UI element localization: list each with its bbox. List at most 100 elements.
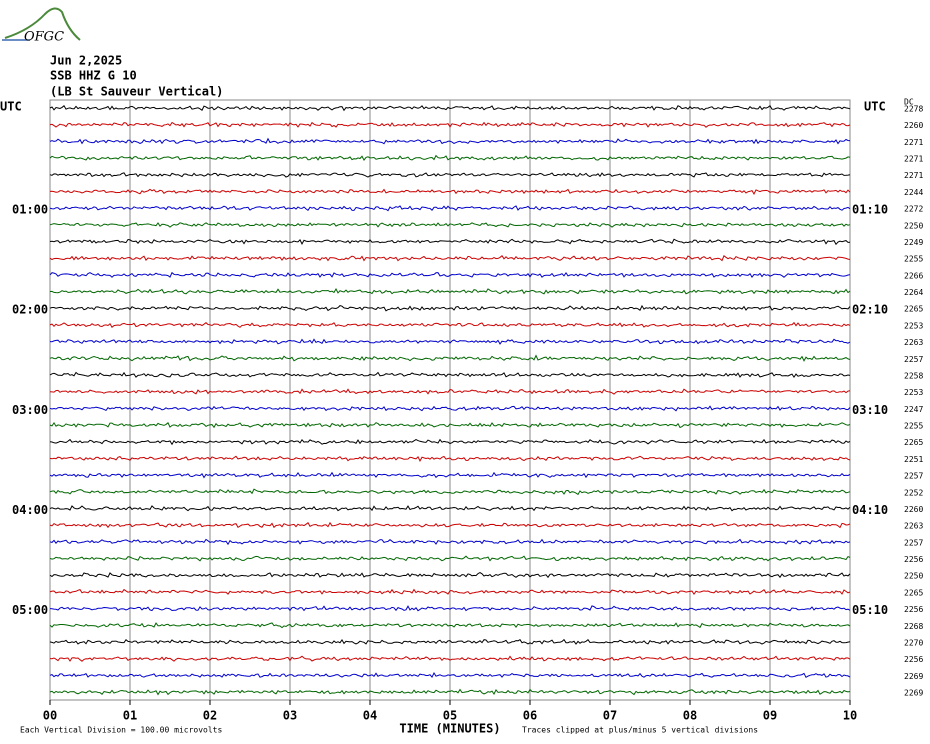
dc-value: 2250 — [904, 572, 923, 581]
x-tick-label: 01 — [123, 709, 137, 723]
dc-value: 2253 — [904, 321, 923, 330]
trace — [49, 271, 851, 278]
left-time-label: 05:00 — [12, 603, 48, 617]
dc-value: 2253 — [904, 388, 923, 397]
dc-value: 2251 — [904, 455, 923, 464]
trace — [49, 205, 851, 212]
dc-value: 2252 — [904, 488, 923, 497]
dc-value: 2266 — [904, 271, 923, 280]
left-time-label: 03:00 — [12, 403, 48, 417]
trace — [49, 154, 851, 162]
dc-value: 2255 — [904, 422, 923, 431]
left-header: UTC — [0, 100, 22, 114]
trace — [49, 471, 851, 479]
trace — [49, 671, 851, 679]
trace — [49, 254, 851, 262]
right-time-label: 05:10 — [852, 603, 888, 617]
trace — [49, 188, 851, 196]
dc-value: 2256 — [904, 655, 923, 664]
trace — [49, 655, 851, 662]
x-tick-label: 04 — [363, 709, 377, 723]
dc-value: 2249 — [904, 238, 923, 247]
footer-left: Each Vertical Division = 100.00 microvol… — [20, 726, 222, 735]
trace — [49, 405, 851, 412]
right-time-label: 04:10 — [852, 503, 888, 517]
trace — [49, 287, 851, 295]
trace — [49, 137, 851, 145]
trace — [49, 421, 851, 429]
trace — [49, 338, 851, 345]
trace — [49, 222, 851, 228]
dc-value: 2271 — [904, 171, 923, 180]
dc-value: 2263 — [904, 522, 923, 531]
x-tick-label: 09 — [763, 709, 777, 723]
trace — [49, 572, 851, 579]
trace — [49, 321, 851, 328]
trace — [49, 605, 851, 612]
trace — [49, 555, 851, 562]
dc-value: 2269 — [904, 672, 923, 681]
trace — [49, 505, 851, 512]
dc-value: 2263 — [904, 338, 923, 347]
trace — [49, 488, 851, 496]
right-header: UTC — [864, 100, 886, 114]
trace — [49, 455, 851, 462]
trace — [49, 388, 851, 395]
left-time-label: 01:00 — [12, 203, 48, 217]
x-axis-title: TIME (MINUTES) — [399, 722, 500, 736]
trace — [49, 371, 851, 379]
x-tick-label: 02 — [203, 709, 217, 723]
x-tick-label: 00 — [43, 709, 57, 723]
dc-value: 2256 — [904, 555, 923, 564]
dc-value: 2257 — [904, 355, 923, 364]
dc-value: 2257 — [904, 538, 923, 547]
dc-value: 2247 — [904, 405, 923, 414]
trace — [49, 688, 851, 696]
dc-value: 2250 — [904, 221, 923, 230]
dc-header: DC — [904, 98, 914, 107]
title-line: (LB St Sauveur Vertical) — [50, 85, 223, 99]
dc-value: 2268 — [904, 622, 923, 631]
x-tick-label: 10 — [843, 709, 857, 723]
dc-value: 2271 — [904, 138, 923, 147]
trace — [49, 104, 851, 112]
dc-value: 2270 — [904, 638, 923, 647]
dc-value: 2271 — [904, 155, 923, 164]
dc-value: 2265 — [904, 588, 923, 597]
dc-value: 2265 — [904, 438, 923, 447]
trace — [49, 638, 851, 645]
x-tick-label: 08 — [683, 709, 697, 723]
dc-value: 2260 — [904, 505, 923, 514]
footer-right: Traces clipped at plus/minus 5 vertical … — [522, 726, 758, 735]
trace — [49, 238, 851, 246]
logo: OFGC — [2, 7, 81, 45]
dc-value: 2260 — [904, 121, 923, 130]
trace — [49, 521, 851, 529]
right-time-label: 02:10 — [852, 303, 888, 317]
x-tick-label: 07 — [603, 709, 617, 723]
trace — [49, 622, 851, 629]
left-time-label: 04:00 — [12, 503, 48, 517]
trace — [49, 438, 851, 446]
logo-text: OFGC — [24, 30, 64, 45]
dc-value: 2269 — [904, 689, 923, 698]
trace — [49, 588, 851, 595]
dc-value: 2265 — [904, 305, 923, 314]
trace — [49, 538, 851, 546]
right-time-label: 01:10 — [852, 203, 888, 217]
dc-value: 2255 — [904, 255, 923, 264]
dc-value: 2256 — [904, 605, 923, 614]
trace — [49, 354, 851, 362]
right-time-label: 03:10 — [852, 403, 888, 417]
x-tick-label: 05 — [443, 709, 457, 723]
dc-value: 2278 — [904, 105, 923, 114]
dc-value: 2264 — [904, 288, 923, 297]
dc-value: 2257 — [904, 472, 923, 481]
title-line: Jun 2,2025 — [50, 54, 122, 68]
x-tick-label: 06 — [523, 709, 537, 723]
dc-value: 2272 — [904, 205, 923, 214]
dc-value: 2244 — [904, 188, 923, 197]
trace — [49, 121, 851, 128]
title-line: SSB HHZ G 10 — [50, 69, 137, 83]
